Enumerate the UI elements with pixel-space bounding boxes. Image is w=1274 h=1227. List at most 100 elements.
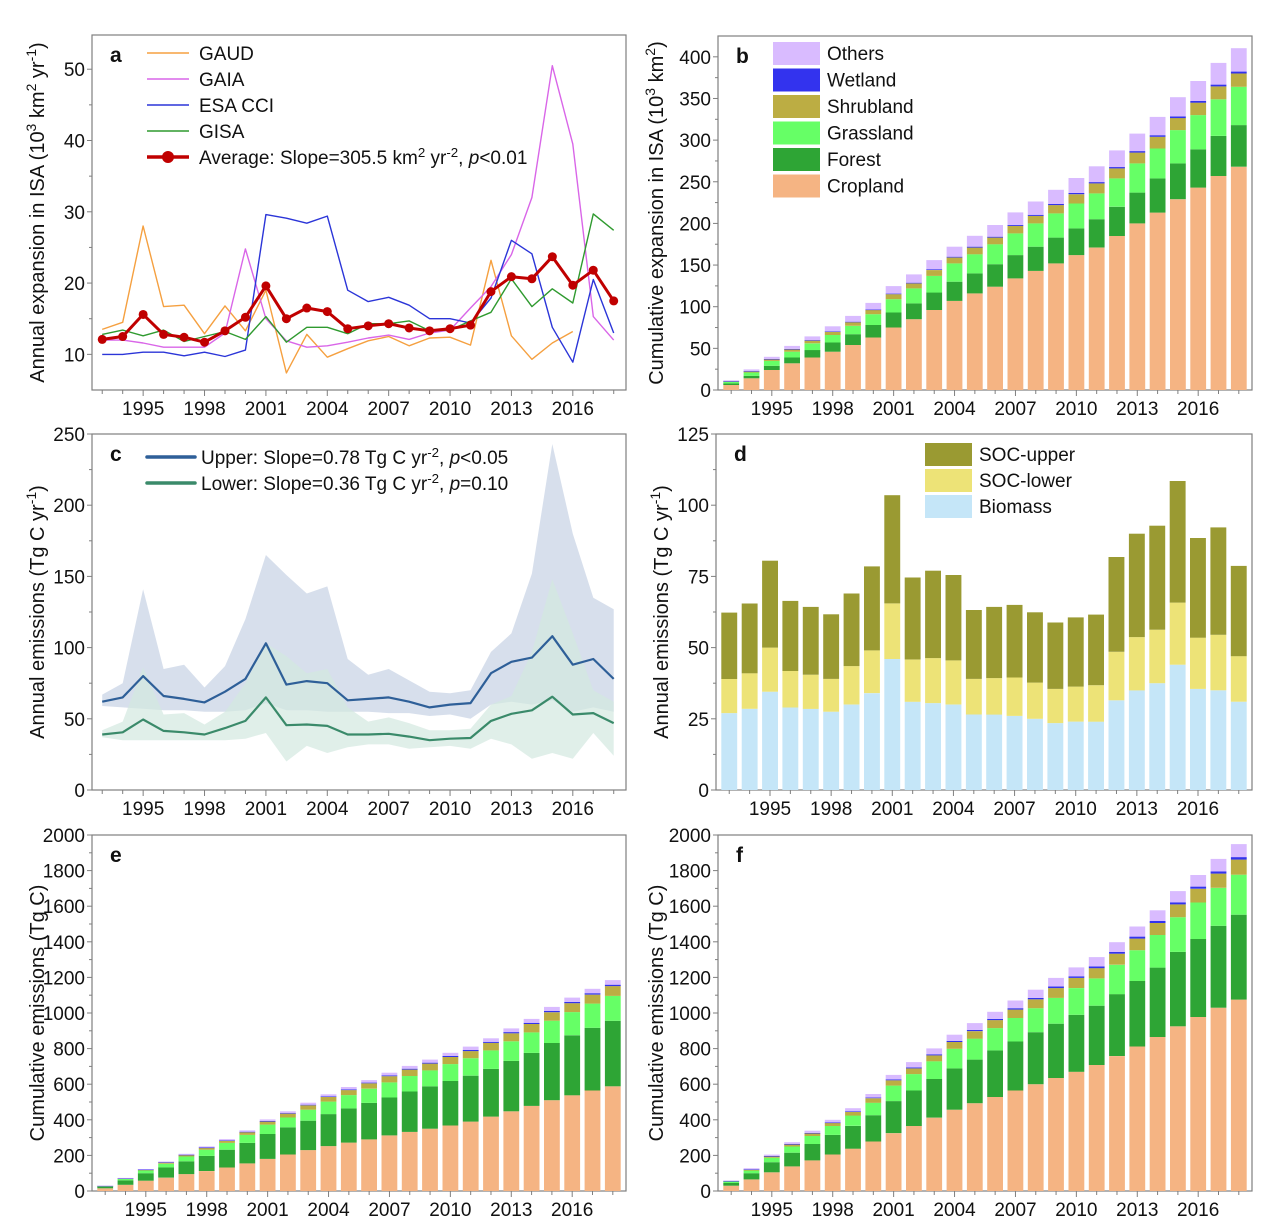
- data-point-average: [568, 280, 578, 290]
- bar-segment-wetland: [804, 1132, 821, 1134]
- bar-segment-cropland: [926, 310, 943, 390]
- bar-segment-forest: [1149, 967, 1166, 1037]
- x-tick-label: 2013: [1116, 1200, 1158, 1221]
- bar-segment-others: [926, 260, 943, 270]
- bar-segment-cropland: [743, 1179, 760, 1191]
- x-tick-label: 1995: [751, 399, 793, 420]
- bar-segment-shrubland: [1190, 888, 1207, 903]
- legend-label: ESA CCI: [199, 96, 274, 117]
- bar-segment-cropland: [865, 1141, 882, 1191]
- bar-segment-grassland: [178, 1156, 195, 1162]
- bar-segment-others: [483, 1038, 499, 1042]
- y-tick-label: 800: [53, 1040, 85, 1061]
- legend-label: Biomass: [979, 497, 1052, 518]
- bar-segment-cropland: [804, 357, 821, 390]
- bar-segment-grassland: [1149, 148, 1166, 179]
- bar-segment-cropland: [845, 1148, 861, 1191]
- bar-segment-cropland: [1007, 1090, 1024, 1191]
- bar-segment-others: [340, 1087, 357, 1090]
- bar-segment-forest: [723, 383, 740, 385]
- data-point-average: [588, 265, 598, 275]
- x-tick-label: 1998: [186, 1200, 228, 1221]
- bar-segment-grassland: [1048, 213, 1064, 238]
- bar-segment-cropland: [1129, 1046, 1146, 1191]
- panel-letter: c: [110, 443, 122, 466]
- bar-segment-forest: [763, 365, 780, 370]
- plot-frame: [717, 834, 1253, 1192]
- bar-segment-wetland: [198, 1147, 215, 1149]
- bar-segment-others: [1210, 62, 1227, 85]
- bar-segment-forest: [442, 1081, 459, 1126]
- bar-segment-soc-upper: [1190, 538, 1206, 638]
- y-tick-label: 75: [688, 567, 709, 588]
- bar-segment-cropland: [117, 1184, 134, 1191]
- bar-segment-wetland: [300, 1104, 317, 1106]
- y-tick-label: 800: [679, 1040, 711, 1061]
- bar-segment-cropland: [804, 1160, 821, 1191]
- bar-segment-forest: [1129, 981, 1146, 1047]
- y-tick-label: 350: [679, 89, 711, 110]
- x-tick-label: 1998: [183, 799, 225, 820]
- y-tick-label: 1000: [43, 1004, 85, 1025]
- bar-segment-grassland: [462, 1058, 479, 1076]
- bar-segment-wetland: [1170, 902, 1186, 905]
- bar-segment-wetland: [1210, 84, 1227, 87]
- bar-segment-others: [1129, 133, 1146, 152]
- bar-segment-biomass: [1149, 683, 1166, 790]
- legend-marker: [162, 151, 174, 163]
- bar-segment-shrubland: [381, 1076, 398, 1083]
- data-point-average: [384, 319, 394, 329]
- data-point-average: [159, 329, 169, 339]
- bar-segment-soc-upper: [904, 577, 921, 660]
- bar-segment-forest: [1007, 1041, 1024, 1091]
- legend-label: Lower: Slope=0.36 Tg C yr-2, p=0.10: [201, 471, 508, 496]
- x-tick-label: 2001: [871, 799, 913, 820]
- bar-segment-wetland: [1109, 951, 1125, 954]
- bar-segment-others: [239, 1130, 256, 1132]
- bar-segment-others: [137, 1169, 154, 1170]
- bar-segment-cropland: [198, 1171, 215, 1191]
- bar-segment-wetland: [1088, 182, 1105, 184]
- y-tick-label: 600: [679, 1075, 711, 1096]
- bar-segment-soc-upper: [823, 614, 840, 679]
- bar-segment-grassland: [219, 1142, 235, 1150]
- bar-segment-shrubland: [259, 1121, 276, 1125]
- bar-segment-soc-lower: [864, 650, 880, 694]
- bar-segment-wetland: [926, 1054, 943, 1056]
- x-tick-label: 2010: [429, 399, 471, 420]
- bar-segment-forest: [1109, 994, 1125, 1056]
- bar-segment-forest: [906, 303, 922, 320]
- legend-label: GISA: [199, 122, 245, 143]
- legend-label: GAIA: [199, 70, 245, 91]
- bar-segment-wetland: [117, 1178, 134, 1179]
- bar-segment-forest: [503, 1060, 520, 1112]
- bar-segment-shrubland: [1149, 922, 1166, 935]
- bar-segment-others: [885, 1074, 902, 1080]
- y-tick-label: 300: [679, 131, 711, 152]
- bar-segment-wetland: [442, 1056, 459, 1057]
- bar-segment-others: [523, 1018, 540, 1023]
- data-point-average: [425, 326, 435, 336]
- bar-segment-biomass: [782, 707, 799, 790]
- legend-swatch: [773, 42, 820, 65]
- bar-segment-cropland: [564, 1095, 581, 1191]
- bar-segment-others: [259, 1119, 276, 1121]
- panel-c: 0 50 100 150 200 250 1995 1998 2001 2004 2007 2010 2…: [23, 425, 627, 820]
- bar-segment-cropland: [824, 351, 841, 390]
- bar-segment-wetland: [987, 1018, 1003, 1021]
- bar-segment-soc-upper: [1088, 614, 1104, 686]
- bar-segment-soc-upper: [802, 606, 819, 675]
- y-axis-title: Annual expansion in ISA (103 km2 yr-1): [23, 42, 49, 382]
- bar-segment-biomass: [1190, 688, 1206, 790]
- legend-swatch: [925, 469, 972, 492]
- bar-segment-shrubland: [845, 322, 861, 326]
- bar-segment-wetland: [259, 1121, 276, 1122]
- bar-segment-shrubland: [865, 310, 882, 315]
- bar-segment-others: [1088, 957, 1105, 967]
- bar-segment-forest: [1048, 1023, 1064, 1078]
- bar-segment-soc-upper: [1047, 622, 1064, 689]
- x-tick-label: 2001: [872, 399, 914, 420]
- bar-segment-cropland: [1170, 1026, 1186, 1191]
- data-point-average: [261, 281, 271, 291]
- bar-segment-soc-lower: [1027, 682, 1043, 719]
